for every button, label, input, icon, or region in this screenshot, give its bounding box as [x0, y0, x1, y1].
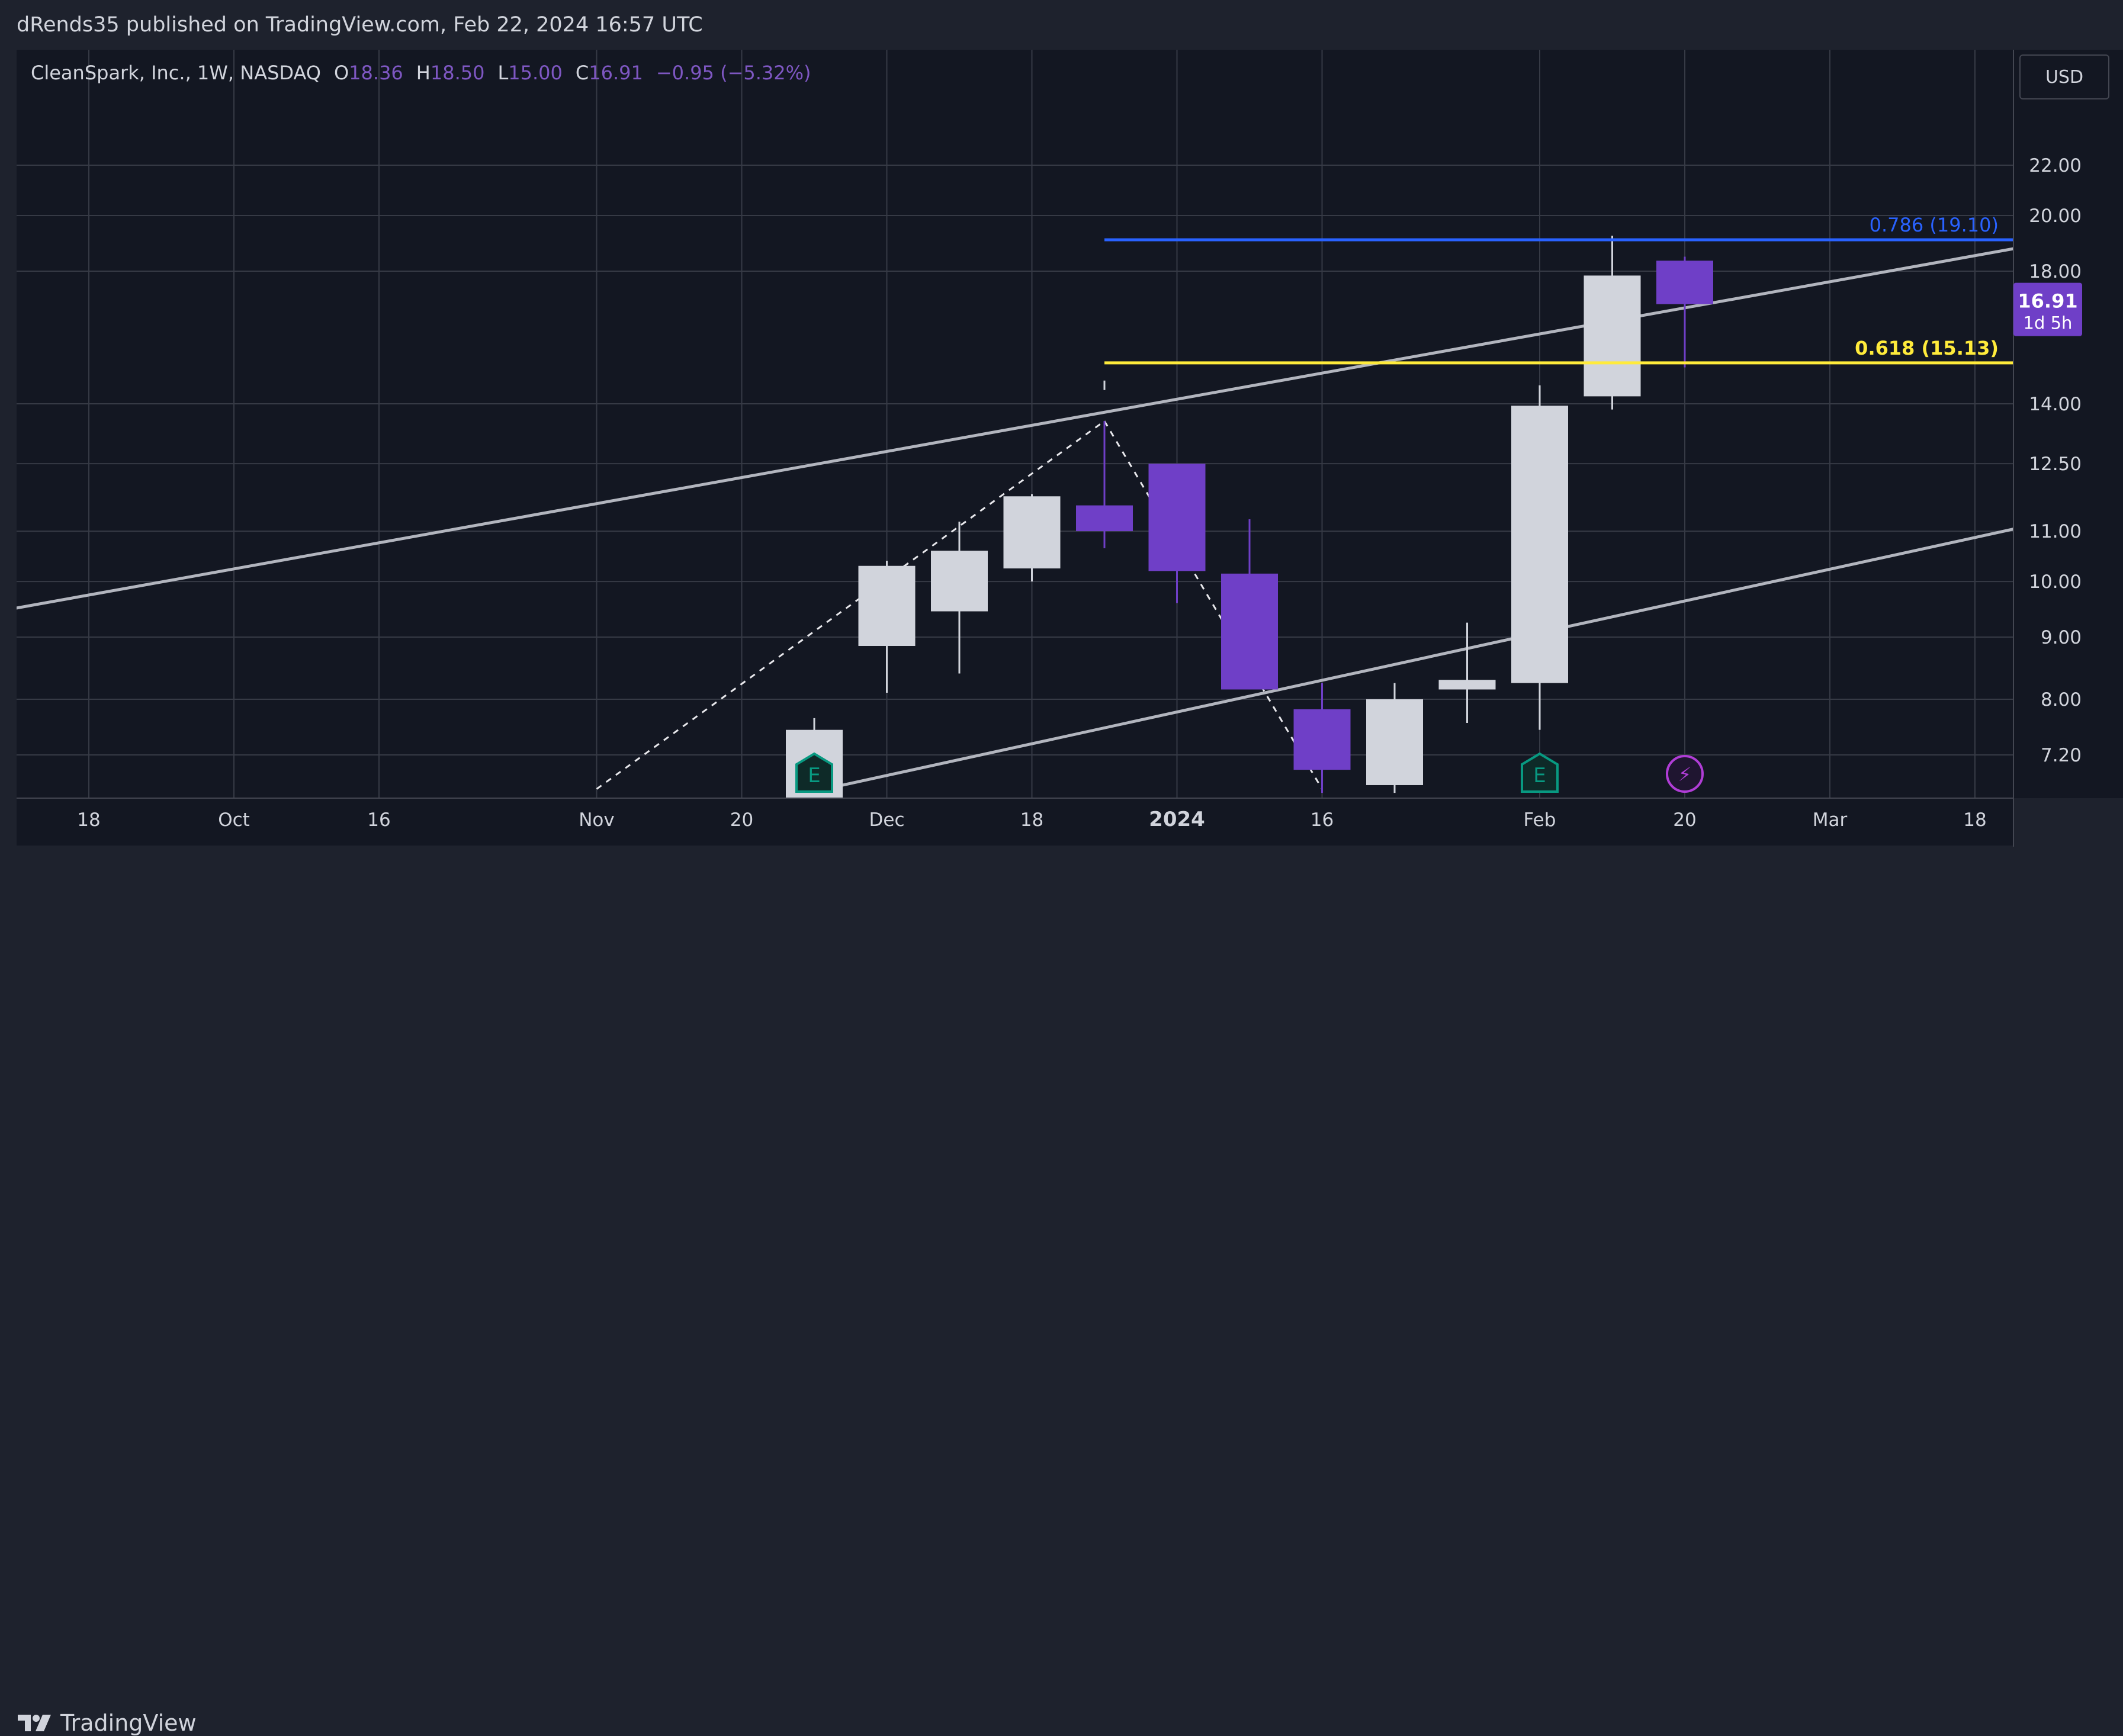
publisher-text: dRends35 published on TradingView.com, F… [17, 13, 703, 37]
plot-area[interactable] [17, 50, 2013, 798]
dividend-icon [1666, 755, 1704, 793]
time-tick-label: 20 [1673, 809, 1696, 831]
fib-level-label: 0.786 (19.10) [1870, 214, 1999, 236]
candles-layer [786, 236, 1713, 798]
time-tick-label: 20 [730, 809, 753, 831]
price-tick-label: 12.50 [2029, 454, 2082, 475]
low-value: 15.00 [508, 62, 563, 84]
price-tick-label: 20.00 [2029, 205, 2082, 227]
time-tick-label: 2024 [1149, 808, 1205, 831]
candle-bull [1366, 699, 1423, 785]
fib-levels: 0.786 (19.10) 0.618 (15.13) [1104, 214, 2013, 365]
price-tick-label: 8.00 [2041, 689, 2082, 711]
candle-bull [1438, 680, 1496, 690]
zigzag-line [596, 420, 1105, 790]
candle-bear [1076, 505, 1133, 532]
earnings-icon [795, 752, 833, 793]
price-tick-label: 22.00 [2029, 155, 2082, 176]
low-label: L [497, 62, 509, 84]
candle-bull [1003, 496, 1061, 569]
price-tick-label: 9.00 [2041, 627, 2082, 648]
time-axis[interactable] [17, 798, 2013, 846]
time-tick-label: 18 [1020, 809, 1043, 831]
candle-bull [931, 551, 988, 612]
price-tick-label: 7.20 [2041, 745, 2082, 766]
change-value: −0.95 (−5.32%) [656, 62, 811, 84]
trend-line [814, 528, 2013, 793]
zigzag-line [1103, 420, 1323, 790]
open-label: O [333, 62, 349, 84]
footer: TradingView [0, 847, 2123, 1736]
candle-bear [1293, 709, 1351, 770]
publisher-header: dRends35 published on TradingView.com, F… [0, 0, 2123, 50]
time-tick-label: Dec [869, 809, 905, 831]
chart-canvas[interactable]: 0.786 (19.10) 0.618 (15.13) E E ⚡ 7.20 8.00 9… [0, 0, 2123, 908]
tradingview-logo[interactable]: TradingView [17, 1710, 197, 1736]
price-tick-label: 11.00 [2029, 521, 2082, 542]
events-layer: E E ⚡ [795, 752, 1704, 793]
earnings-icon-label: E [1533, 764, 1546, 787]
earnings-icon [1521, 752, 1559, 793]
candle-bear [1148, 464, 1206, 571]
time-tick-label: 16 [1311, 809, 1334, 831]
last-price-value: 16.91 [2018, 290, 2077, 313]
time-tick-label: 16 [367, 809, 390, 831]
price-tick-label: 18.00 [2029, 261, 2082, 282]
time-tick-label: 18 [1963, 809, 1986, 831]
price-tick-label: 14.00 [2029, 394, 2082, 415]
candle-bull [1511, 406, 1568, 683]
time-axis-labels: 18 Oct 16 Nov 20 Dec 18 2024 16 Feb 20 Mar 18 [77, 808, 1986, 831]
dividend-icon-label: ⚡ [1678, 763, 1691, 786]
candle-bull [858, 565, 916, 647]
candle-bull [1584, 275, 1641, 397]
tradingview-logo-icon [18, 1715, 51, 1731]
price-axis[interactable] [2013, 50, 2123, 798]
candle-bear [1221, 573, 1278, 690]
high-value: 18.50 [430, 62, 485, 84]
last-price-box [2013, 282, 2082, 336]
currency-button[interactable]: USD [2019, 54, 2109, 99]
time-tick-label: Mar [1813, 809, 1848, 831]
close-label: C [575, 62, 589, 84]
time-tick-label: Oct [218, 809, 250, 831]
earnings-icon-label: E [808, 764, 820, 787]
time-tick-label: Nov [579, 809, 615, 831]
symbol-legend[interactable]: CleanSpark, Inc., 1W, NASDAQ O18.36 H18.50… [31, 62, 811, 84]
close-value: 16.91 [589, 62, 643, 84]
fib-level-label: 0.618 (15.13) [1855, 337, 1999, 359]
price-axis-labels: 7.20 8.00 9.00 10.00 11.00 12.50 14.00 18.00 20.… [2029, 155, 2082, 766]
high-label: H [416, 62, 431, 84]
time-tick-label: Feb [1524, 809, 1556, 831]
time-tick-label: 18 [77, 809, 100, 831]
price-tick-label: 10.00 [2029, 571, 2082, 593]
tradingview-logo-text: TradingView [60, 1710, 197, 1736]
last-price-countdown: 1d 5h [2024, 313, 2073, 333]
symbol-name: CleanSpark, Inc., 1W, NASDAQ [31, 62, 321, 84]
open-value: 18.36 [349, 62, 403, 84]
candle-bear [1656, 261, 1713, 304]
